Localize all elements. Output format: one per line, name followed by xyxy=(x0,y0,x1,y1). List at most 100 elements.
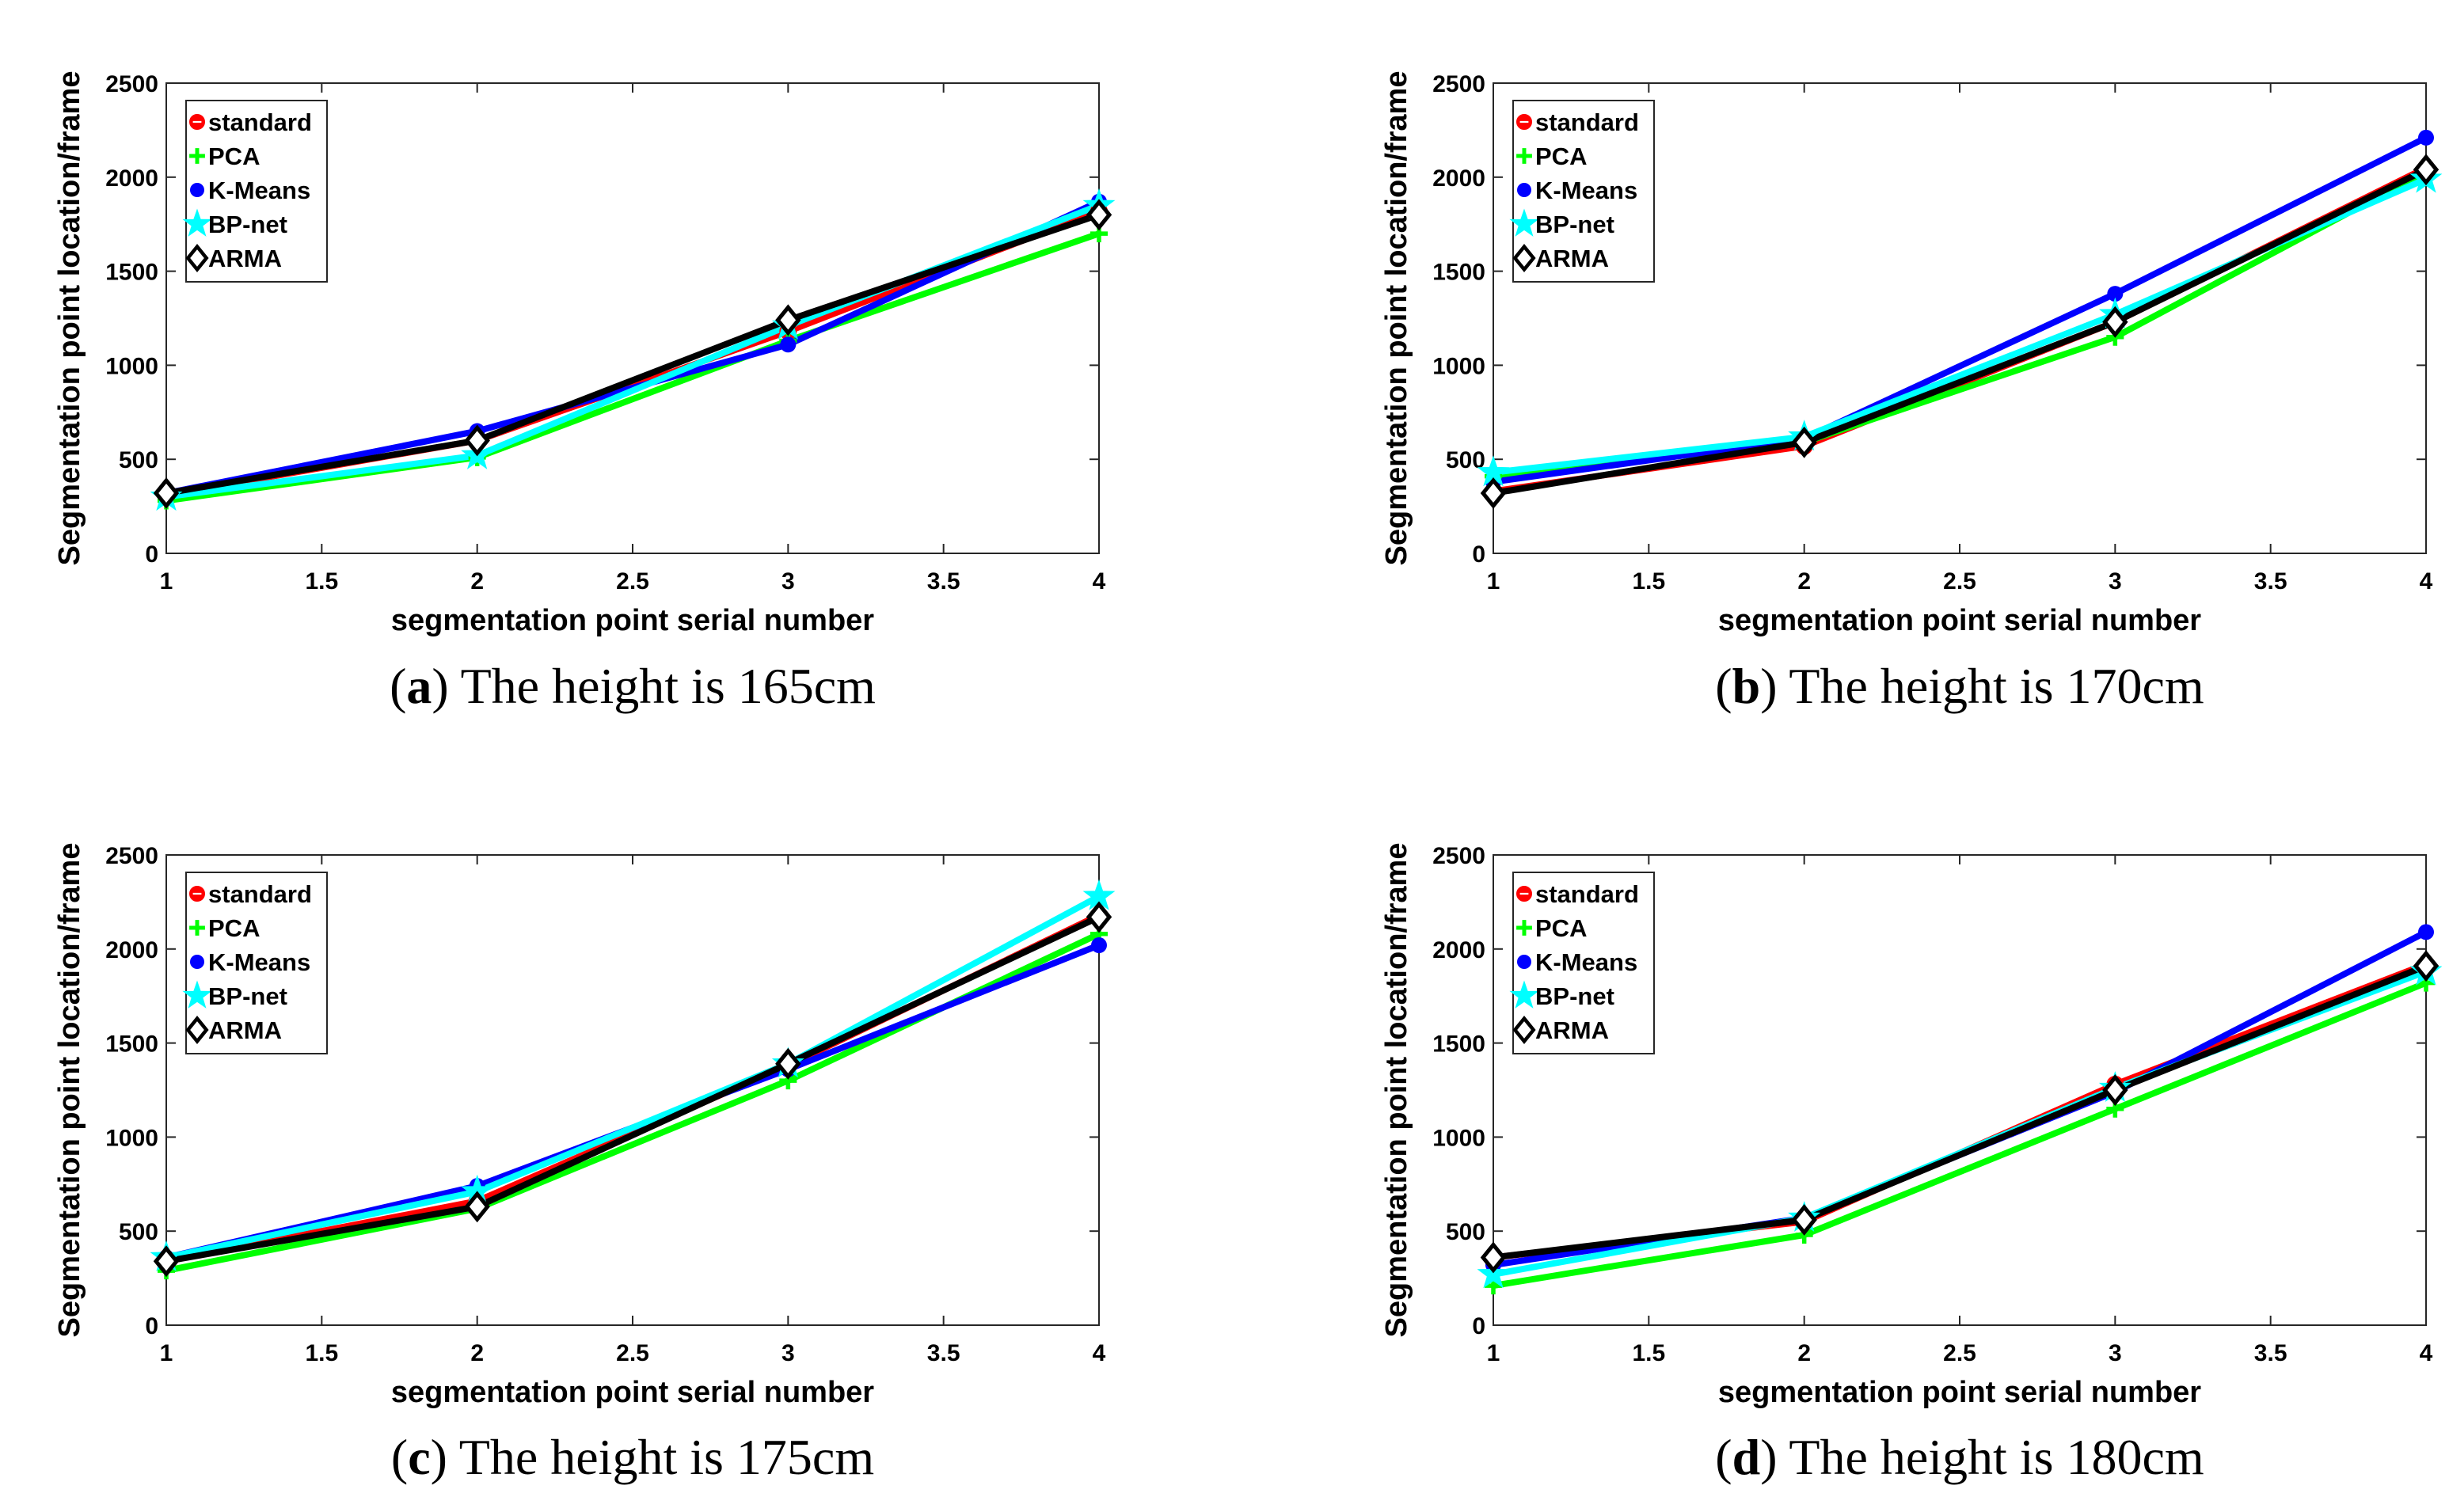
x-axis-label: segmentation point serial number xyxy=(1718,1376,2201,1409)
x-tick-label: 4 xyxy=(1093,568,1106,595)
marker-star xyxy=(1509,980,1539,1009)
x-tick-label: 2 xyxy=(470,568,484,595)
caption: (d) The height is 180cm xyxy=(1715,1429,2204,1485)
legend-label-standard: standard xyxy=(208,880,312,908)
marker-diamond xyxy=(1480,477,1507,509)
x-tick-label: 2 xyxy=(1797,1340,1811,1366)
legend: standard PCA K-Means BP-net ARMA xyxy=(1509,872,1655,1054)
legend-label-bp-net: BP-net xyxy=(1535,211,1614,238)
series-line-bp-net xyxy=(163,893,1102,1261)
legend-label-k-means: K-Means xyxy=(208,948,310,976)
x-tick-label: 3 xyxy=(781,568,795,595)
marker-diamond xyxy=(1086,901,1112,933)
legend-label-bp-net: BP-net xyxy=(1535,982,1614,1010)
legend-label-arma: ARMA xyxy=(1535,245,1609,272)
y-tick-label: 2000 xyxy=(105,937,158,963)
legend-label-pca: PCA xyxy=(1535,142,1587,170)
caption-paren-close: ) xyxy=(1760,1429,1789,1485)
caption-text: The height is 180cm xyxy=(1789,1429,2204,1485)
caption-label: b xyxy=(1732,658,1761,714)
y-tick-label: 1500 xyxy=(105,1031,158,1058)
marker-diamond xyxy=(2102,1074,2128,1106)
caption: (c) The height is 175cm xyxy=(391,1429,874,1485)
y-axis-label: Segmentation point location/frame xyxy=(53,843,86,1338)
series-line-arma xyxy=(1490,963,2429,1261)
series-markers-arma xyxy=(153,901,1112,1278)
legend-label-k-means: K-Means xyxy=(1535,948,1637,976)
y-axis-label: Segmentation point location/frame xyxy=(1380,71,1413,566)
x-tick-label: 2.5 xyxy=(616,568,649,595)
marker-plus xyxy=(1516,920,1532,936)
marker-diamond xyxy=(2413,950,2439,982)
x-tick-label: 1 xyxy=(1487,1340,1500,1366)
marker-diamond xyxy=(775,304,801,336)
marker-plus xyxy=(1516,148,1532,164)
marker-star xyxy=(182,980,212,1009)
marker-star xyxy=(182,208,212,237)
caption-paren-open: ( xyxy=(1715,658,1732,714)
caption-text: The height is 170cm xyxy=(1789,658,2204,714)
marker-dot xyxy=(190,955,204,969)
marker-diamond xyxy=(464,1191,490,1223)
marker-diamond xyxy=(185,244,209,272)
x-tick-label: 4 xyxy=(1093,1340,1106,1366)
y-tick-label: 2500 xyxy=(1432,71,1485,97)
marker-plus xyxy=(189,148,205,164)
y-tick-label: 2000 xyxy=(1432,165,1485,192)
legend-label-arma: ARMA xyxy=(1535,1016,1609,1044)
marker-diamond xyxy=(775,1047,801,1080)
x-tick-label: 1.5 xyxy=(305,1340,338,1366)
caption-label: a xyxy=(406,658,432,714)
series-line-arma xyxy=(163,211,1102,496)
x-tick-label: 3.5 xyxy=(927,1340,960,1366)
y-tick-label: 500 xyxy=(119,1219,158,1245)
legend-label-arma: ARMA xyxy=(208,245,282,272)
marker-diamond xyxy=(153,477,180,509)
x-tick-label: 2 xyxy=(1797,568,1811,595)
x-tick-label: 4 xyxy=(2420,568,2433,595)
x-tick-label: 3.5 xyxy=(2254,1340,2287,1366)
marker-dot xyxy=(190,183,204,197)
y-tick-label: 500 xyxy=(1446,447,1485,473)
series-markers-arma xyxy=(1480,154,2439,509)
legend-label-pca: PCA xyxy=(208,914,260,942)
legend-label-bp-net: BP-net xyxy=(208,211,287,238)
marker-dot xyxy=(1517,183,1531,197)
x-tick-label: 3 xyxy=(2109,1340,2122,1366)
legend-label-pca: PCA xyxy=(1535,914,1587,942)
y-tick-label: 2000 xyxy=(105,165,158,192)
x-axis-label: segmentation point serial number xyxy=(391,1376,874,1409)
marker-diamond xyxy=(1512,1016,1536,1044)
legend-box xyxy=(185,100,328,283)
marker-diamond xyxy=(1791,426,1817,458)
legend-box xyxy=(185,872,328,1054)
x-tick-label: 1.5 xyxy=(1632,1340,1665,1366)
caption-text: The height is 175cm xyxy=(459,1429,874,1485)
x-tick-label: 4 xyxy=(2420,1340,2433,1366)
x-tick-label: 3.5 xyxy=(927,568,960,595)
y-tick-label: 2500 xyxy=(105,843,158,869)
marker-diamond xyxy=(1086,199,1112,231)
y-tick-label: 2500 xyxy=(1432,843,1485,869)
marker-plus xyxy=(189,920,205,936)
x-tick-label: 1.5 xyxy=(1632,568,1665,595)
marker-dot xyxy=(2418,924,2434,940)
y-tick-label: 0 xyxy=(145,541,158,568)
series-line-pca xyxy=(1490,979,2429,1290)
x-tick-label: 1 xyxy=(160,568,173,595)
marker-diamond xyxy=(464,424,490,457)
x-tick-label: 2.5 xyxy=(1943,1340,1976,1366)
caption-label: c xyxy=(408,1429,430,1485)
legend-label-k-means: K-Means xyxy=(208,177,310,204)
chart-panel-d: 1 1.5 2 2.5 3 3.5 4 0 500 1000 1500 2000 2500 segment… xyxy=(1380,843,2443,1485)
caption-label: d xyxy=(1732,1429,1761,1485)
caption-text: The height is 165cm xyxy=(461,658,876,714)
series-line-arma xyxy=(163,914,1102,1265)
series-markers-arma xyxy=(153,199,1112,509)
x-axis-label: segmentation point serial number xyxy=(1718,604,2201,637)
x-tick-label: 3 xyxy=(2109,568,2122,595)
marker-diamond xyxy=(185,1016,209,1044)
legend-label-standard: standard xyxy=(1535,880,1639,908)
caption-paren-open: ( xyxy=(1715,1429,1732,1485)
x-tick-label: 3.5 xyxy=(2254,568,2287,595)
